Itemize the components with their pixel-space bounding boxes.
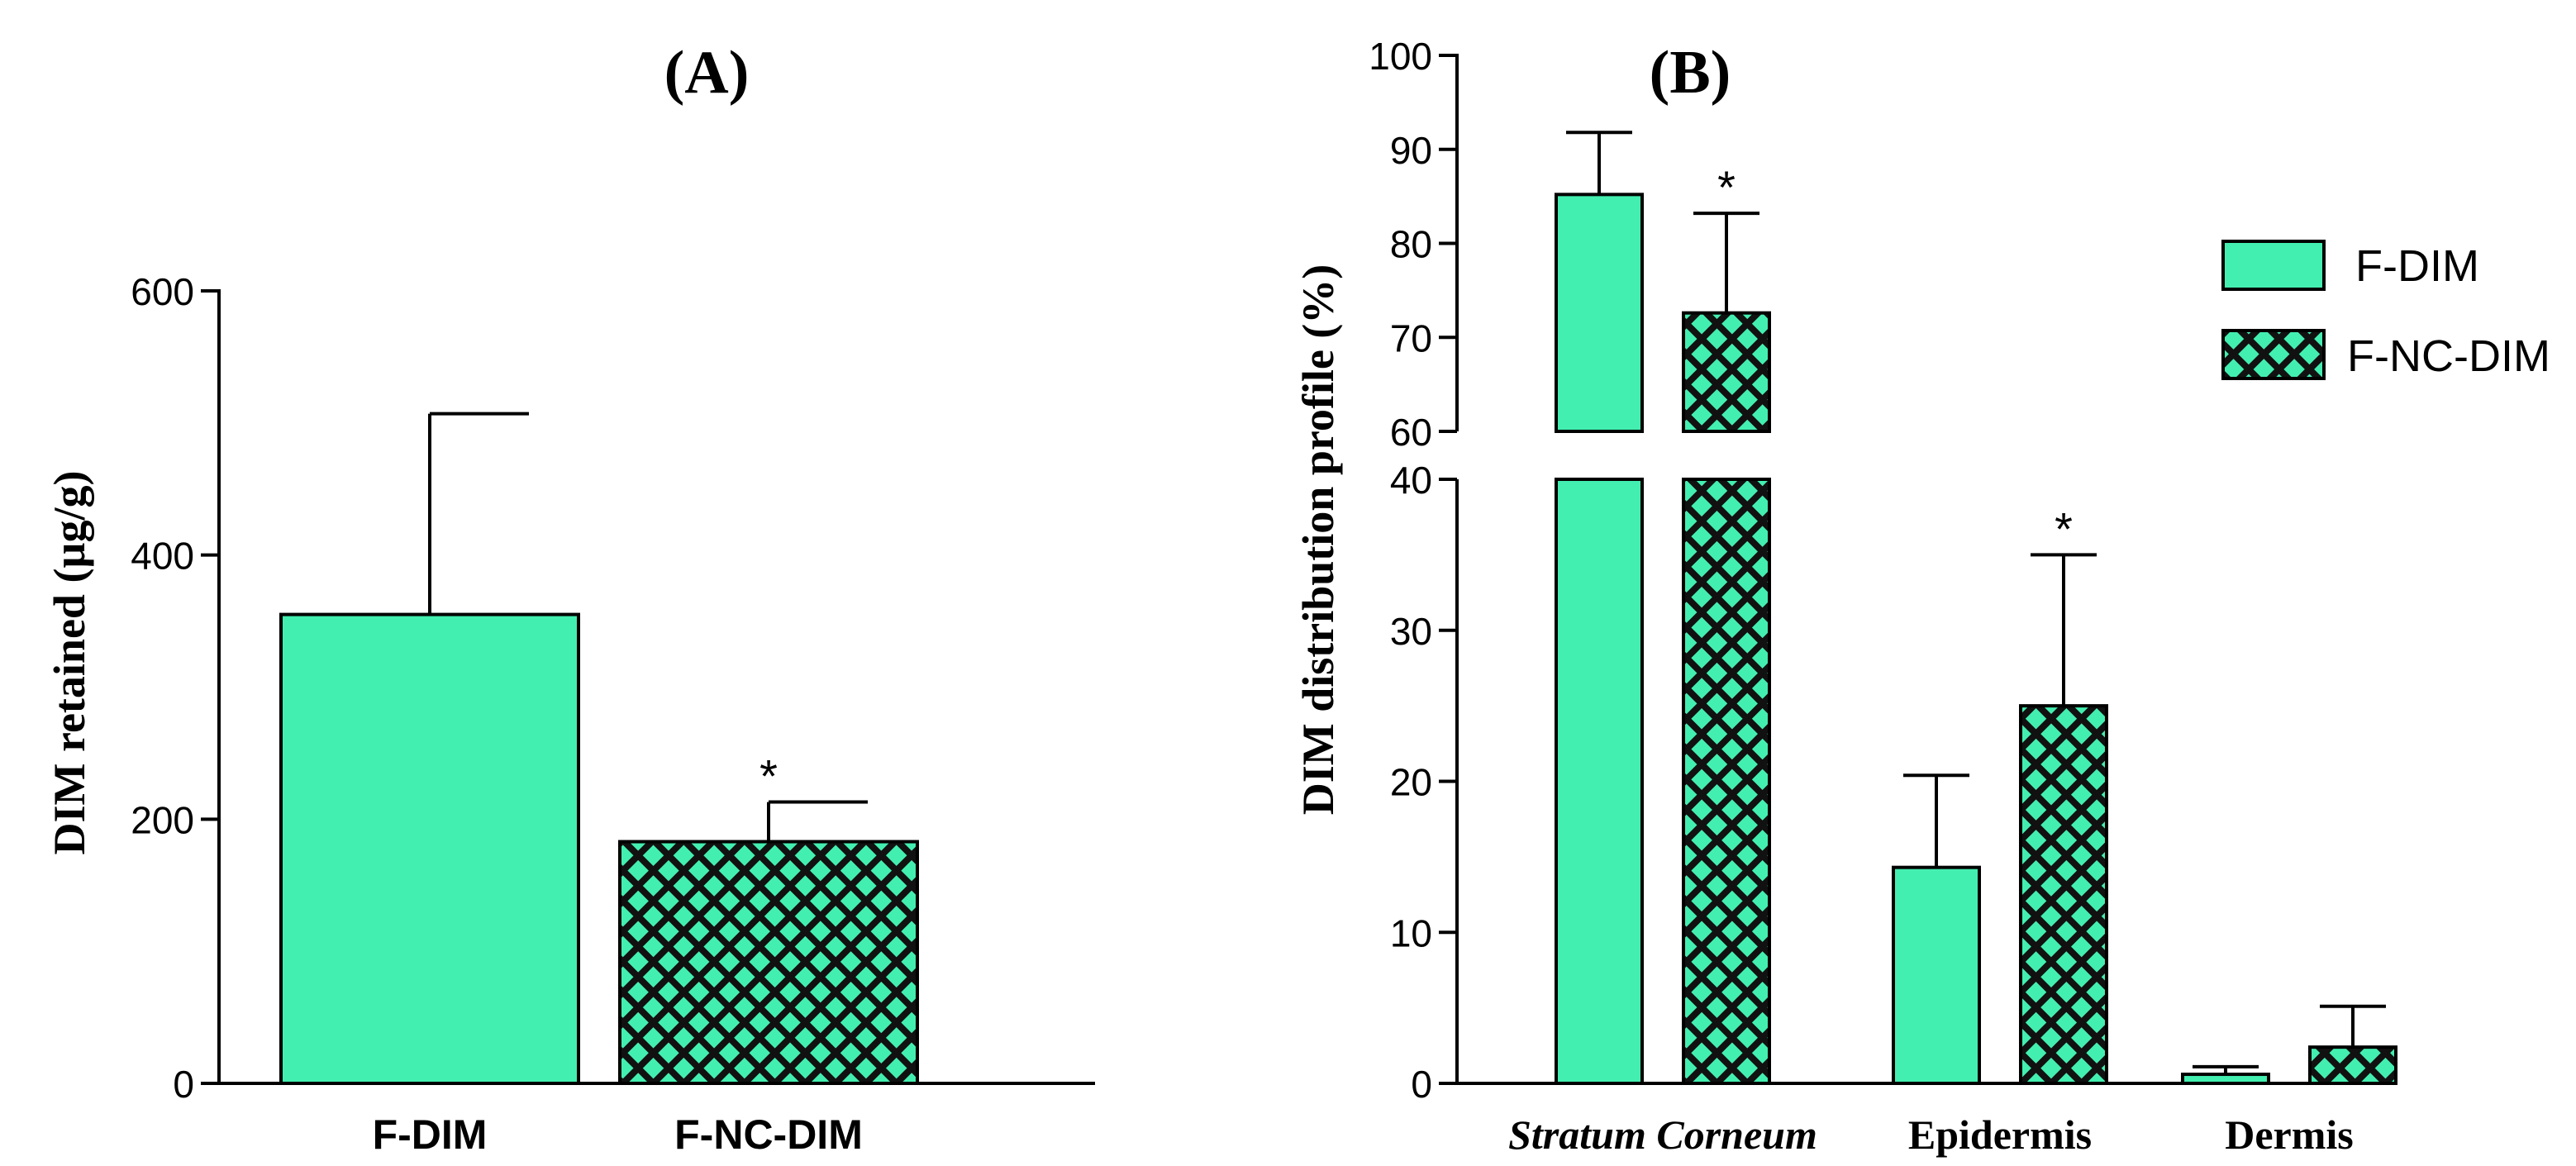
bar-f-nc-dim-dermis	[2308, 1045, 2397, 1086]
legend-label-f-dim: F-DIM	[2355, 241, 2479, 291]
bar-lower-f-dim-stratum-corneum	[1555, 478, 1644, 1085]
significance-marker-stratum-corneum: *	[1717, 161, 1736, 213]
y-tick-label: 70	[1390, 316, 1432, 359]
y-tick-label: 60	[1390, 411, 1432, 454]
y-tick-label: 600	[131, 270, 194, 313]
x-tick-label-dermis: Dermis	[2225, 1111, 2354, 1158]
y-tick-label: 20	[1390, 761, 1432, 804]
bar-f-nc-dim-epidermis	[2019, 704, 2108, 1085]
bar-f-dim-dermis	[2181, 1073, 2270, 1086]
y-tick-label: 30	[1390, 610, 1432, 653]
x-tick-label-stratum-corneum: Stratum Corneum	[1508, 1111, 1817, 1158]
panel-b-y-axis-label: DIM distribution profile (%)	[1293, 264, 1343, 816]
panel-a-title: (A)	[664, 39, 750, 107]
legend-swatch-f-nc-dim	[2221, 329, 2326, 380]
significance-marker-epidermis: *	[2055, 502, 2073, 554]
panel-b-title: (B)	[1650, 39, 1731, 107]
x-tick-label-f-nc-dim: F-NC-DIM	[674, 1111, 863, 1158]
y-tick-label: 100	[1369, 35, 1432, 78]
legend-swatch-f-dim	[2221, 240, 2326, 291]
legend-label-f-nc-dim: F-NC-DIM	[2347, 331, 2550, 381]
panel-a-chart: (A) DIM retained (µg/g) 0 200 400 600 F-DIM *…	[45, 39, 1095, 1158]
panel-b-chart: (B) DIM distribution profile (%) 0 10 20 30…	[1293, 35, 2550, 1158]
bar-f-nc-dim	[618, 840, 919, 1085]
significance-marker: *	[759, 750, 778, 802]
bar-f-dim-epidermis	[1892, 865, 1981, 1085]
bar-upper-f-dim-stratum-corneum	[1555, 193, 1644, 433]
y-tick-label: 10	[1390, 911, 1432, 954]
x-tick-label-f-dim: F-DIM	[373, 1111, 488, 1158]
bar-lower-f-nc-dim-stratum-corneum	[1682, 478, 1771, 1085]
panel-b-legend: F-DIM F-NC-DIM	[2221, 240, 2550, 381]
y-tick-label: 0	[1411, 1063, 1432, 1106]
y-tick-label: 0	[173, 1063, 194, 1106]
y-tick-label: 200	[131, 798, 194, 841]
y-tick-label: 80	[1390, 223, 1432, 266]
y-tick-label: 40	[1390, 459, 1432, 502]
x-tick-label-epidermis: Epidermis	[1908, 1111, 2092, 1158]
bar-f-dim	[279, 612, 580, 1085]
y-tick-label: 90	[1390, 129, 1432, 172]
bar-upper-f-nc-dim-stratum-corneum	[1682, 311, 1771, 433]
y-tick-label: 400	[131, 535, 194, 578]
panel-a-y-axis-label: DIM retained (µg/g)	[45, 470, 94, 854]
